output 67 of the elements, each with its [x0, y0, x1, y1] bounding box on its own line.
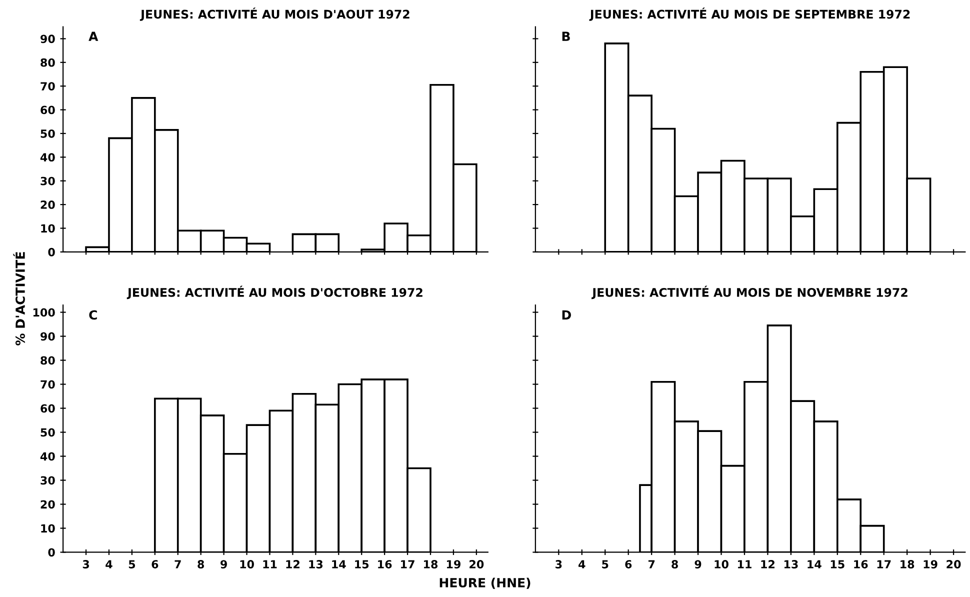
- x-tick-label: 15: [830, 560, 844, 568]
- y-axis-title: % D'ACTIVITÉ: [13, 252, 25, 346]
- x-tick-label: 18: [900, 560, 914, 568]
- chart-title: JEUNES: ACTIVITÉ AU MOIS D'AOUT 1972: [140, 8, 410, 21]
- x-tick-label: 17: [877, 560, 891, 568]
- y-tick-label: 30: [40, 176, 55, 186]
- x-tick-label: 18: [424, 560, 438, 568]
- annotation: D: [562, 310, 571, 320]
- x-tick-label: 12: [286, 560, 300, 568]
- y-tick-label: 0: [48, 248, 55, 256]
- x-tick-label: 13: [309, 560, 323, 568]
- chart-title: JEUNES: ACTIVITÉ AU MOIS DE NOVEMBRE 1972: [592, 286, 908, 300]
- x-tick-label: 6: [625, 560, 632, 568]
- y-tick-label: 70: [40, 82, 55, 90]
- y-tick-label: 90: [40, 332, 55, 341]
- x-tick-label: 19: [446, 560, 460, 568]
- x-tick-label: 14: [808, 560, 822, 568]
- x-tick-label: 20: [946, 560, 961, 568]
- x-tick-label: 3: [556, 560, 562, 568]
- x-tick-label: 16: [854, 560, 868, 568]
- y-tick-label: 10: [41, 524, 55, 533]
- chart-title: JEUNES: ACTIVITÉ AU MOIS DE SEPTEMBRE 1972: [589, 8, 910, 21]
- x-tick-label: 8: [198, 560, 204, 568]
- x-tick-label: 7: [174, 560, 181, 568]
- x-tick-label: 11: [263, 560, 277, 568]
- x-tick-label: 5: [128, 560, 136, 568]
- x-axis-title: HEURE (HNE): [440, 578, 530, 589]
- x-tick-label: 9: [694, 560, 702, 568]
- y-tick-label: 80: [40, 58, 55, 67]
- y-tick-label: 0: [48, 548, 55, 557]
- x-tick-label: 5: [602, 560, 608, 568]
- x-tick-label: 15: [355, 560, 369, 568]
- x-tick-label: 12: [761, 560, 774, 568]
- x-tick-label: 17: [401, 560, 414, 568]
- x-tick-label: 16: [378, 560, 392, 568]
- y-tick-label: 10: [41, 224, 55, 233]
- y-tick-label: 20: [40, 200, 55, 209]
- y-tick-label: 40: [40, 452, 55, 461]
- annotation: B: [562, 32, 570, 41]
- x-tick-label: 6: [152, 560, 158, 568]
- annotation: A: [88, 32, 98, 41]
- y-tick-label: 70: [40, 380, 55, 389]
- x-tick-label: 14: [332, 560, 346, 568]
- x-tick-label: 3: [82, 560, 89, 568]
- y-tick-label: 60: [40, 106, 55, 114]
- chart-title: JEUNES: ACTIVITÉ AU MOIS D'OCTOBRE 1972: [126, 286, 422, 300]
- x-tick-label: 20: [470, 560, 484, 568]
- x-tick-label: 13: [784, 560, 798, 568]
- y-tick-label: 80: [40, 356, 55, 365]
- y-tick-label: 40: [40, 153, 55, 162]
- y-tick-label: 60: [40, 404, 55, 413]
- y-tick-label: 50: [40, 428, 55, 437]
- x-tick-label: 4: [106, 560, 112, 568]
- y-tick-label: 100: [33, 308, 55, 317]
- x-tick-label: 11: [738, 560, 752, 568]
- x-tick-label: 10: [240, 560, 254, 568]
- x-tick-label: 4: [578, 560, 586, 568]
- x-tick-label: 10: [714, 560, 728, 568]
- x-tick-label: 9: [220, 560, 227, 568]
- y-tick-label: 20: [40, 500, 55, 509]
- x-tick-label: 8: [672, 560, 678, 568]
- y-tick-label: 90: [40, 34, 55, 44]
- x-tick-label: 19: [924, 560, 938, 568]
- y-tick-label: 30: [40, 476, 55, 485]
- x-tick-label: 7: [648, 560, 655, 568]
- y-tick-label: 50: [40, 129, 55, 138]
- annotation: C: [89, 310, 97, 320]
